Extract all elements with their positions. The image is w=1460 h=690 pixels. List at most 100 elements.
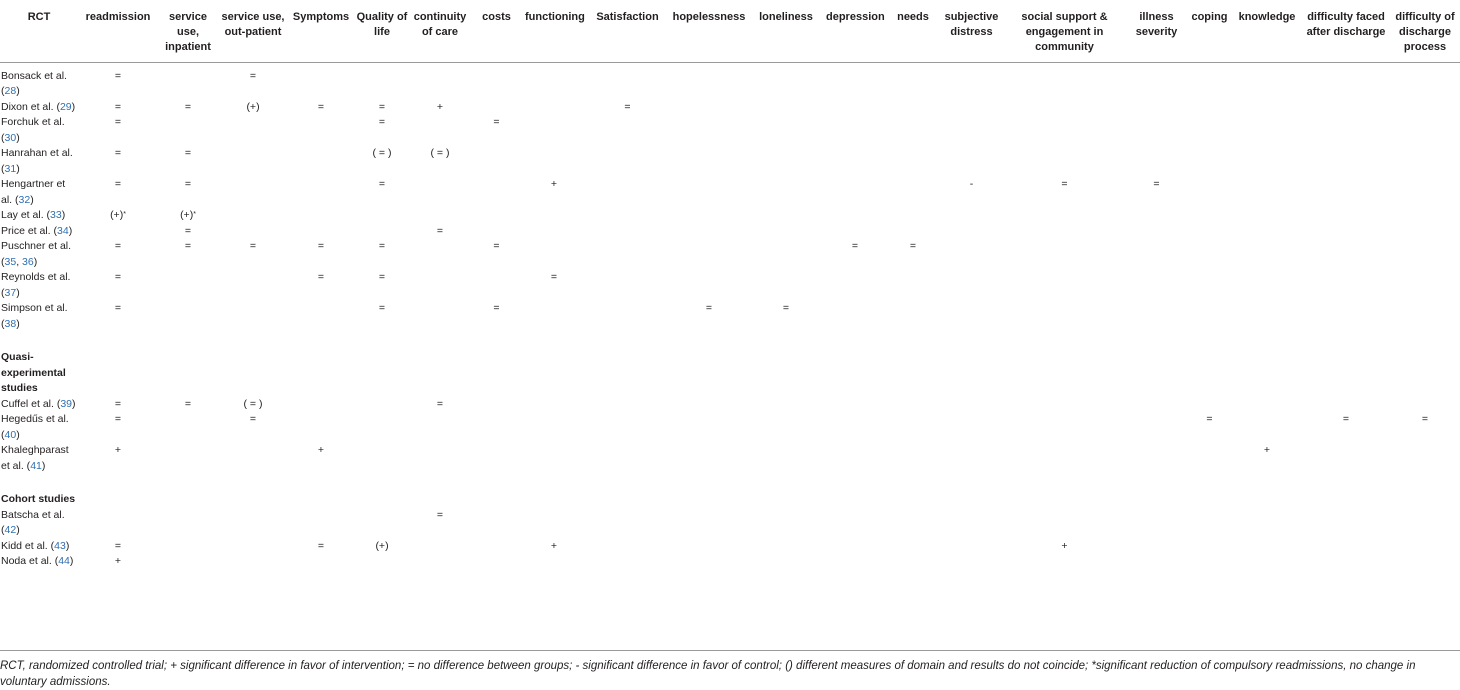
table-body: Bonsack et al. (28) = = Dixon et al. (29) = =… (0, 62, 1460, 570)
result-cell: = (158, 100, 218, 116)
result-cell (288, 177, 354, 208)
result-cell: = (78, 115, 158, 146)
footnote-marker: * (123, 211, 126, 218)
result-cell (1302, 443, 1390, 474)
result-value: = (114, 178, 122, 190)
reference-link[interactable]: 40 (4, 428, 17, 441)
result-cell (1232, 539, 1302, 555)
col-header: knowledge (1238, 11, 1296, 23)
result-cell: ( = ) (354, 146, 410, 177)
col-header: Quality of life (356, 11, 408, 38)
result-cell (886, 270, 940, 301)
result-cell (1302, 62, 1390, 100)
result-value: = (909, 240, 917, 252)
result-cell (410, 301, 470, 332)
result-cell (585, 508, 670, 539)
result-cell (1390, 270, 1460, 301)
result-cell: = (78, 539, 158, 555)
result-cell (1390, 208, 1460, 224)
result-cell (1187, 177, 1232, 208)
result-cell (585, 301, 670, 332)
result-cell: = (78, 100, 158, 116)
result-cell (523, 208, 585, 224)
result-cell: = (288, 239, 354, 270)
result-cell: + (410, 100, 470, 116)
result-cell (1003, 224, 1126, 240)
result-cell (1390, 443, 1460, 474)
result-cell: = (158, 239, 218, 270)
result-cell (218, 208, 288, 224)
reference-link[interactable]: 36 (22, 255, 34, 268)
result-cell: ( = ) (218, 397, 288, 413)
reference-link[interactable]: 43 (54, 539, 66, 552)
result-cell (1232, 301, 1302, 332)
result-cell: = (78, 177, 158, 208)
result-cell (523, 301, 585, 332)
reference-link[interactable]: 30 (4, 131, 17, 144)
table-row: Reynolds et al. (37) = = = = (0, 270, 1460, 301)
result-value: = (1342, 413, 1350, 425)
result-cell (410, 412, 470, 443)
section-header-row: Cohort studies (0, 474, 1460, 508)
result-value: = (317, 539, 325, 552)
result-cell (585, 115, 670, 146)
result-cell (354, 412, 410, 443)
table-row: Price et al. (34) = = (0, 224, 1460, 240)
reference-link[interactable]: 37 (4, 286, 17, 299)
result-value: = (317, 240, 325, 252)
reference-link[interactable]: 29 (59, 100, 72, 113)
reference-link[interactable]: 42 (4, 524, 17, 536)
study-name: Hanrahan et al. (1, 147, 73, 159)
result-cell (410, 62, 470, 100)
result-value: = (436, 397, 444, 410)
result-cell (1126, 443, 1187, 474)
reference-link[interactable]: 34 (57, 224, 69, 237)
reference-link[interactable]: 41 (30, 459, 42, 472)
result-cell (1390, 146, 1460, 177)
result-cell (940, 270, 1003, 301)
result-cell (1232, 100, 1302, 116)
table-row: Hengartner et al. (32) = = = + - = = (0, 177, 1460, 208)
result-cell (1187, 224, 1232, 240)
reference-link[interactable]: 35 (4, 255, 17, 268)
reference-link[interactable]: 33 (50, 209, 62, 221)
reference-link[interactable]: 38 (4, 317, 17, 330)
result-cell (585, 239, 670, 270)
study-name-cell: Noda et al. (44) (1, 555, 74, 567)
result-cell (1003, 115, 1126, 146)
result-value: = (317, 100, 325, 113)
result-cell (218, 146, 288, 177)
result-value: (+) (180, 209, 194, 221)
study-name: Reynolds et al. (1, 271, 71, 283)
result-cell (410, 177, 470, 208)
result-cell (470, 443, 523, 474)
col-header: illness severity (1135, 11, 1178, 38)
result-cell (886, 397, 940, 413)
reference-link[interactable]: 28 (4, 85, 17, 97)
result-cell (470, 177, 523, 208)
reference-link[interactable]: 44 (58, 555, 70, 567)
result-cell: = (748, 301, 824, 332)
result-cell (1302, 270, 1390, 301)
result-cell (1126, 208, 1187, 224)
table-row: Kidd et al. (43) = = (+) + + (0, 539, 1460, 555)
result-cell (886, 412, 940, 443)
result-cell (1390, 100, 1460, 116)
result-cell (748, 224, 824, 240)
result-cell (470, 224, 523, 240)
result-cell (824, 224, 886, 240)
study-name-cell: Forchuk et al. (30) (1, 116, 65, 144)
result-value: = (114, 69, 122, 82)
result-cell: = (354, 100, 410, 116)
result-cell: = (288, 100, 354, 116)
reference-link[interactable]: 32 (18, 193, 31, 206)
reference-link[interactable]: 31 (4, 162, 17, 175)
result-cell (1302, 100, 1390, 116)
result-cell (1126, 412, 1187, 443)
table-row: Batscha et al. (42) = (0, 508, 1460, 539)
study-name: Bonsack et al. (1, 69, 67, 82)
reference-link[interactable]: 39 (60, 397, 73, 410)
result-cell (470, 146, 523, 177)
result-cell (523, 224, 585, 240)
result-cell (1187, 62, 1232, 100)
